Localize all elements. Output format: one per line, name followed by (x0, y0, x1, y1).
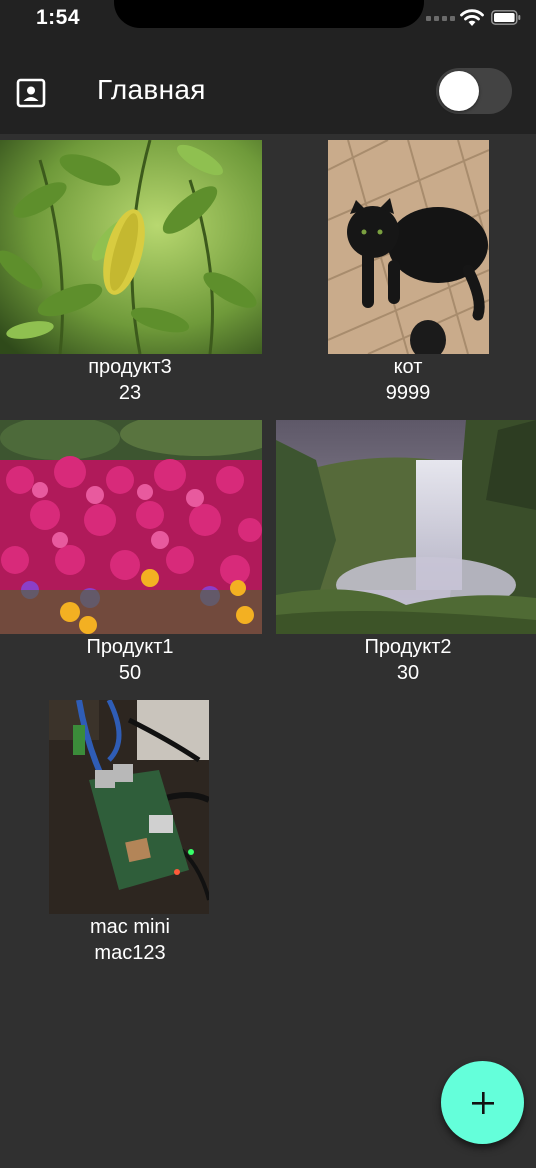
product-card[interactable]: кот 9999 (276, 140, 536, 410)
cellular-signal-icon (426, 16, 455, 21)
device-notch (114, 0, 424, 28)
app-bar: Главная (0, 40, 536, 134)
product-value: 30 (396, 662, 420, 684)
product-name: Продукт1 (86, 636, 174, 658)
status-time: 1:54 (36, 6, 81, 29)
status-bar: 1:54 (0, 0, 536, 40)
product-value: mac123 (94, 942, 166, 964)
product-card[interactable]: Продукт1 50 (0, 420, 262, 690)
product-card[interactable]: Продукт2 30 (276, 420, 536, 690)
product-name: Продукт2 (364, 636, 452, 658)
product-image-board[interactable] (49, 700, 209, 914)
plus-icon (471, 1091, 494, 1114)
product-value: 50 (118, 662, 142, 684)
product-name: продукт3 (88, 356, 172, 378)
product-image-waterfall[interactable] (276, 420, 536, 634)
toggle-knob[interactable] (439, 71, 479, 111)
contact-icon[interactable] (16, 78, 46, 108)
product-card[interactable]: mac mini mac123 (0, 700, 262, 970)
product-image-plant[interactable] (0, 140, 262, 354)
product-value: 23 (118, 382, 142, 404)
battery-icon (491, 10, 521, 25)
product-image-flowers[interactable] (0, 420, 262, 634)
add-product-button[interactable] (441, 1061, 524, 1144)
theme-toggle[interactable] (436, 68, 512, 114)
page-title: Главная (97, 74, 206, 105)
product-image-cat[interactable] (328, 140, 489, 354)
product-card[interactable]: продукт3 23 (0, 140, 262, 410)
product-name: кот (393, 356, 423, 378)
product-value: 9999 (385, 382, 431, 404)
product-name: mac mini (89, 916, 170, 938)
wifi-icon (460, 9, 484, 26)
